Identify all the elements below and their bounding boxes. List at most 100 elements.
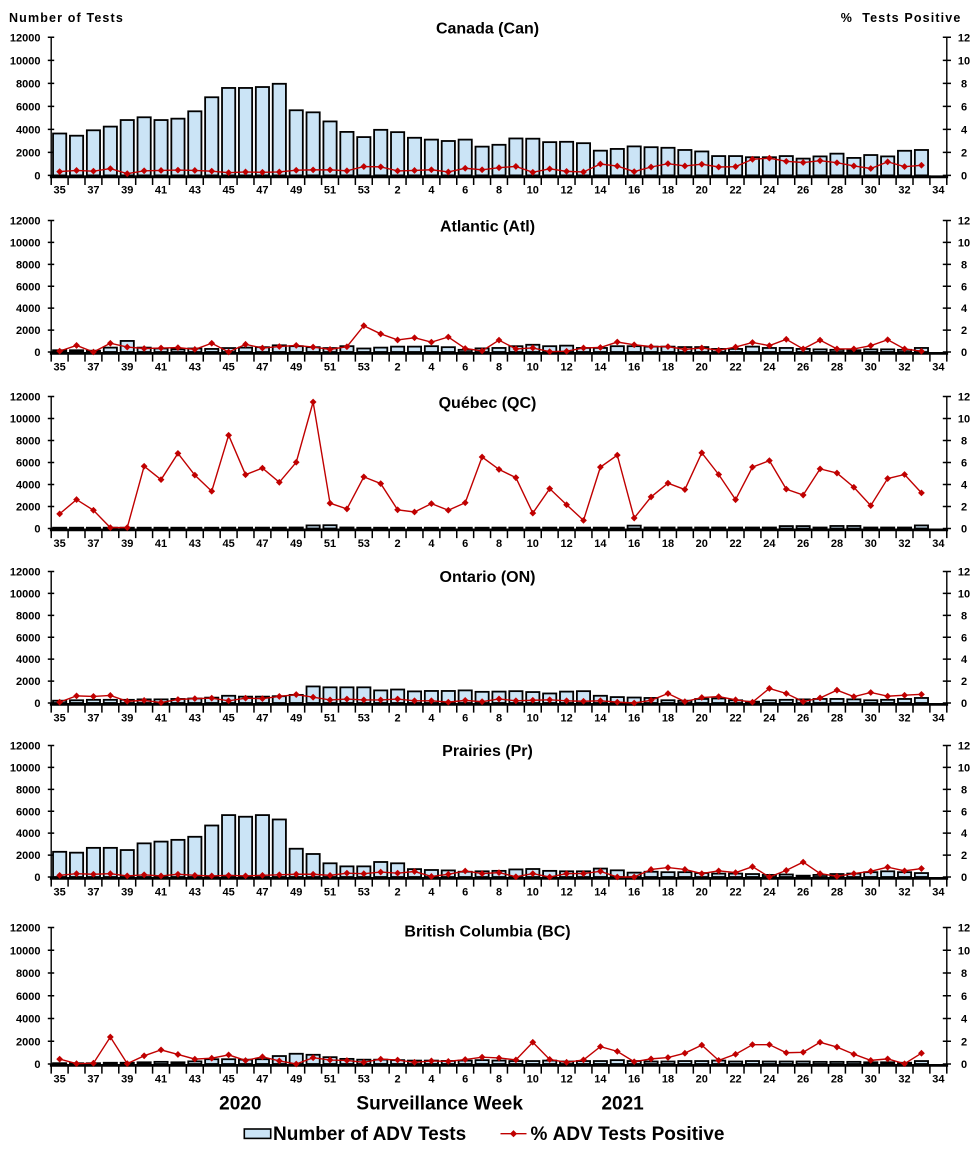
svg-text:6000: 6000 xyxy=(16,806,40,818)
svg-text:20: 20 xyxy=(696,185,708,197)
svg-text:45: 45 xyxy=(223,712,235,724)
svg-text:8: 8 xyxy=(961,784,967,796)
svg-text:Prairies (Pr): Prairies (Pr) xyxy=(442,743,533,760)
svg-text:6: 6 xyxy=(961,101,967,113)
svg-text:8000: 8000 xyxy=(16,784,40,796)
svg-text:22: 22 xyxy=(729,361,741,373)
svg-text:35: 35 xyxy=(54,185,66,197)
svg-text:12000: 12000 xyxy=(10,216,41,228)
svg-text:45: 45 xyxy=(223,886,235,898)
svg-text:51: 51 xyxy=(324,1073,336,1085)
svg-text:32: 32 xyxy=(898,1073,910,1085)
svg-text:4: 4 xyxy=(428,361,435,373)
svg-text:18: 18 xyxy=(662,712,674,724)
svg-text:10000: 10000 xyxy=(10,237,41,249)
svg-text:45: 45 xyxy=(223,361,235,373)
svg-text:2000: 2000 xyxy=(16,325,40,337)
svg-text:49: 49 xyxy=(290,886,302,898)
svg-text:2: 2 xyxy=(395,185,401,197)
svg-text:10: 10 xyxy=(958,237,970,249)
svg-text:8000: 8000 xyxy=(16,259,40,271)
svg-text:18: 18 xyxy=(662,1073,674,1085)
svg-text:26: 26 xyxy=(797,538,809,550)
svg-text:Number of Tests: Number of Tests xyxy=(9,11,124,25)
svg-text:0: 0 xyxy=(34,1059,40,1071)
svg-text:6000: 6000 xyxy=(16,101,40,113)
svg-text:51: 51 xyxy=(324,185,336,197)
svg-text:16: 16 xyxy=(628,886,640,898)
svg-text:Surveillance Week: Surveillance Week xyxy=(356,1093,523,1114)
svg-text:14: 14 xyxy=(594,538,607,550)
svg-text:4: 4 xyxy=(961,654,968,666)
svg-text:47: 47 xyxy=(256,538,268,550)
svg-text:8: 8 xyxy=(961,78,967,90)
svg-text:22: 22 xyxy=(729,1073,741,1085)
svg-text:14: 14 xyxy=(594,361,607,373)
svg-text:British Columbia (BC): British Columbia (BC) xyxy=(404,923,570,940)
svg-text:45: 45 xyxy=(223,185,235,197)
svg-text:4: 4 xyxy=(428,712,435,724)
svg-text:18: 18 xyxy=(662,361,674,373)
svg-text:26: 26 xyxy=(797,361,809,373)
svg-text:35: 35 xyxy=(54,886,66,898)
svg-text:37: 37 xyxy=(87,538,99,550)
svg-text:32: 32 xyxy=(898,361,910,373)
svg-text:2: 2 xyxy=(961,147,967,159)
svg-text:6: 6 xyxy=(961,991,967,1003)
svg-text:53: 53 xyxy=(358,712,370,724)
svg-text:41: 41 xyxy=(155,185,167,197)
svg-text:6: 6 xyxy=(961,458,967,470)
svg-text:6000: 6000 xyxy=(16,458,40,470)
svg-text:22: 22 xyxy=(729,185,741,197)
svg-text:39: 39 xyxy=(121,361,133,373)
svg-text:4: 4 xyxy=(961,303,968,315)
svg-text:6000: 6000 xyxy=(16,281,40,293)
svg-text:22: 22 xyxy=(729,886,741,898)
svg-text:10000: 10000 xyxy=(10,588,41,600)
svg-text:30: 30 xyxy=(865,538,877,550)
svg-text:12: 12 xyxy=(958,567,970,579)
svg-text:28: 28 xyxy=(831,886,843,898)
svg-text:53: 53 xyxy=(358,538,370,550)
svg-text:26: 26 xyxy=(797,712,809,724)
svg-text:14: 14 xyxy=(594,1073,607,1085)
svg-text:30: 30 xyxy=(865,361,877,373)
svg-text:6: 6 xyxy=(462,1073,468,1085)
svg-text:4: 4 xyxy=(428,538,435,550)
svg-text:49: 49 xyxy=(290,712,302,724)
svg-text:43: 43 xyxy=(189,712,201,724)
svg-text:18: 18 xyxy=(662,886,674,898)
svg-text:35: 35 xyxy=(54,361,66,373)
svg-text:26: 26 xyxy=(797,1073,809,1085)
svg-text:49: 49 xyxy=(290,538,302,550)
svg-text:0: 0 xyxy=(34,698,40,710)
svg-text:51: 51 xyxy=(324,886,336,898)
svg-text:0: 0 xyxy=(34,524,40,536)
svg-text:2000: 2000 xyxy=(16,1036,40,1048)
svg-text:30: 30 xyxy=(865,1073,877,1085)
svg-text:53: 53 xyxy=(358,185,370,197)
svg-text:2000: 2000 xyxy=(16,502,40,514)
svg-text:6: 6 xyxy=(462,886,468,898)
svg-text:24: 24 xyxy=(763,361,776,373)
svg-text:20: 20 xyxy=(696,712,708,724)
svg-text:43: 43 xyxy=(189,886,201,898)
svg-text:6: 6 xyxy=(961,281,967,293)
svg-text:26: 26 xyxy=(797,185,809,197)
svg-text:8: 8 xyxy=(961,259,967,271)
svg-text:2: 2 xyxy=(961,850,967,862)
svg-text:0: 0 xyxy=(34,170,40,182)
svg-text:51: 51 xyxy=(324,361,336,373)
svg-text:12: 12 xyxy=(958,216,970,228)
svg-text:8: 8 xyxy=(496,1073,502,1085)
svg-text:Canada (Can): Canada (Can) xyxy=(436,20,539,37)
svg-text:32: 32 xyxy=(898,185,910,197)
svg-text:14: 14 xyxy=(594,886,607,898)
svg-text:28: 28 xyxy=(831,538,843,550)
svg-text:39: 39 xyxy=(121,712,133,724)
svg-text:12: 12 xyxy=(560,712,572,724)
svg-text:% Tests Positive: % Tests Positive xyxy=(841,11,962,25)
svg-text:12: 12 xyxy=(560,1073,572,1085)
svg-text:43: 43 xyxy=(189,538,201,550)
svg-text:2: 2 xyxy=(961,325,967,337)
